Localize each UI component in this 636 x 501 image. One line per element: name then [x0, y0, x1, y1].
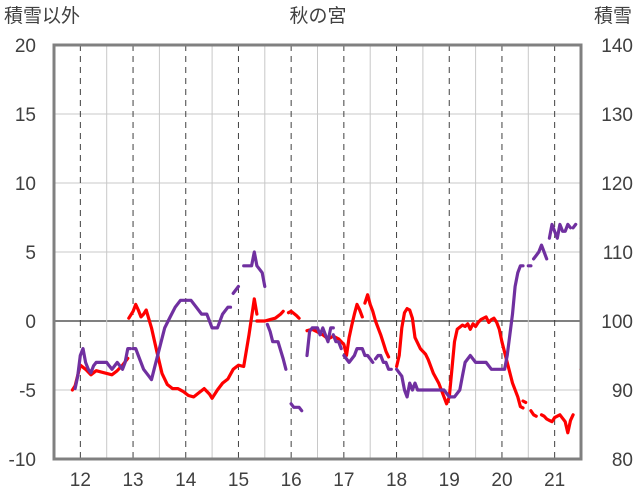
- chart-title: 秋の宮: [289, 5, 346, 27]
- series-1-line: [521, 399, 528, 404]
- y-tick-label-left: 15: [15, 105, 36, 126]
- series-1-line: [395, 307, 525, 410]
- series-2-line: [373, 353, 393, 371]
- series-2-line: [242, 250, 267, 289]
- y-tick-label-right: 110: [603, 243, 633, 264]
- x-tick-label: 12: [70, 470, 91, 491]
- y-tick-label-right: 90: [612, 381, 633, 402]
- series-2-line: [265, 322, 288, 371]
- series-2-line: [305, 326, 335, 358]
- y-tick-label-left: 5: [25, 243, 36, 264]
- grid: [54, 45, 581, 459]
- x-tick-label: 15: [228, 470, 249, 491]
- series-1-line: [286, 309, 301, 320]
- x-tick-label: 21: [544, 470, 565, 491]
- right-axis-title: 積雪: [594, 5, 632, 27]
- series-2-line: [571, 222, 578, 230]
- y-tick-label-left: -10: [9, 450, 36, 471]
- series-1-line: [539, 413, 575, 435]
- series-2-line: [331, 333, 343, 351]
- y-tick-label-right: 120: [601, 174, 633, 195]
- series-2-line: [531, 243, 549, 261]
- series-2-line: [547, 222, 573, 240]
- series-1-line: [127, 297, 259, 400]
- x-tick-label: 16: [281, 470, 302, 491]
- x-tick-label: 18: [386, 470, 407, 491]
- series-2-line: [289, 402, 304, 413]
- y-tick-label-left: 20: [15, 36, 36, 57]
- y-tick-label-right: 80: [612, 450, 633, 471]
- y-tick-label-right: 100: [601, 312, 633, 333]
- left-axis-title: 積雪以外: [4, 5, 80, 27]
- x-tick-label: 20: [491, 470, 512, 491]
- y-tick-label-left: -5: [19, 381, 36, 402]
- series-1-line: [363, 293, 391, 359]
- series-2-line: [131, 298, 233, 382]
- x-tick-label: 17: [333, 470, 354, 491]
- series-2-line: [395, 264, 525, 399]
- series-1-line: [255, 309, 285, 323]
- y-tick-label-right: 130: [601, 105, 633, 126]
- series-2-line: [73, 347, 132, 391]
- y-tick-label-left: 0: [25, 312, 36, 333]
- series-2-line: [342, 347, 375, 364]
- tick-labels: -10 -5 0 5 10 15 20 80 90 100 110 120 130 140 12 13 14 15…: [9, 36, 633, 491]
- x-tick-label: 19: [439, 470, 460, 491]
- x-tick-label: 14: [175, 470, 197, 491]
- x-tick-label: 13: [122, 470, 143, 491]
- series-2-line: [231, 284, 240, 295]
- series-1-line: [529, 409, 538, 418]
- series-layer: [70, 222, 581, 435]
- plot-frame: [52, 43, 583, 461]
- y-tick-label-left: 10: [15, 174, 36, 195]
- y-tick-label-right: 140: [601, 36, 633, 57]
